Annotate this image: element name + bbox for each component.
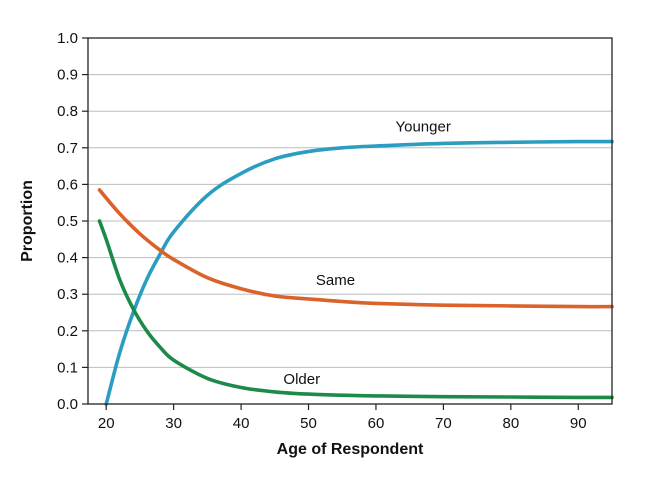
y-tick-label-3: 0.3 (57, 286, 78, 303)
x-tick-label-3: 50 (300, 415, 317, 432)
y-axis-title: Proportion (19, 180, 36, 262)
series-label-same: Same (316, 272, 355, 289)
gridlines (88, 74, 612, 368)
y-tick-label-8: 0.8 (57, 103, 78, 120)
series-label-older: Older (283, 371, 320, 388)
y-tick-label-10: 1.0 (57, 30, 78, 47)
series-line-younger (104, 139, 614, 406)
y-tick-label-4: 0.4 (57, 250, 78, 267)
x-tick-label-0: 20 (98, 415, 115, 432)
series-line-older (97, 219, 614, 400)
y-tick-label-5: 0.5 (57, 213, 78, 230)
y-tick-label-0: 0.0 (57, 396, 78, 413)
series-lines (97, 139, 614, 406)
x-tick-label-6: 80 (502, 415, 519, 432)
x-tick-label-7: 90 (570, 415, 587, 432)
y-tick-label-1: 0.1 (57, 359, 78, 376)
y-tick-label-6: 0.6 (57, 176, 78, 193)
x-tick-label-5: 70 (435, 415, 452, 432)
x-axis-title: Age of Respondent (277, 441, 424, 458)
series-line-same (97, 188, 614, 309)
y-tick-label-9: 0.9 (57, 67, 78, 84)
y-axis: 0.0 0.1 0.2 0.3 0.4 0.5 0.6 0.7 0.8 0.9 1.0 (57, 30, 88, 413)
x-axis: 20 30 40 50 60 70 80 90 (98, 404, 587, 432)
x-tick-label-2: 40 (233, 415, 250, 432)
y-tick-label-2: 0.2 (57, 323, 78, 340)
y-tick-label-7: 0.7 (57, 140, 78, 157)
series-labels: Younger Same Older (283, 118, 450, 388)
series-label-younger: Younger (395, 118, 450, 135)
x-tick-label-1: 30 (165, 415, 182, 432)
x-tick-label-4: 60 (368, 415, 385, 432)
